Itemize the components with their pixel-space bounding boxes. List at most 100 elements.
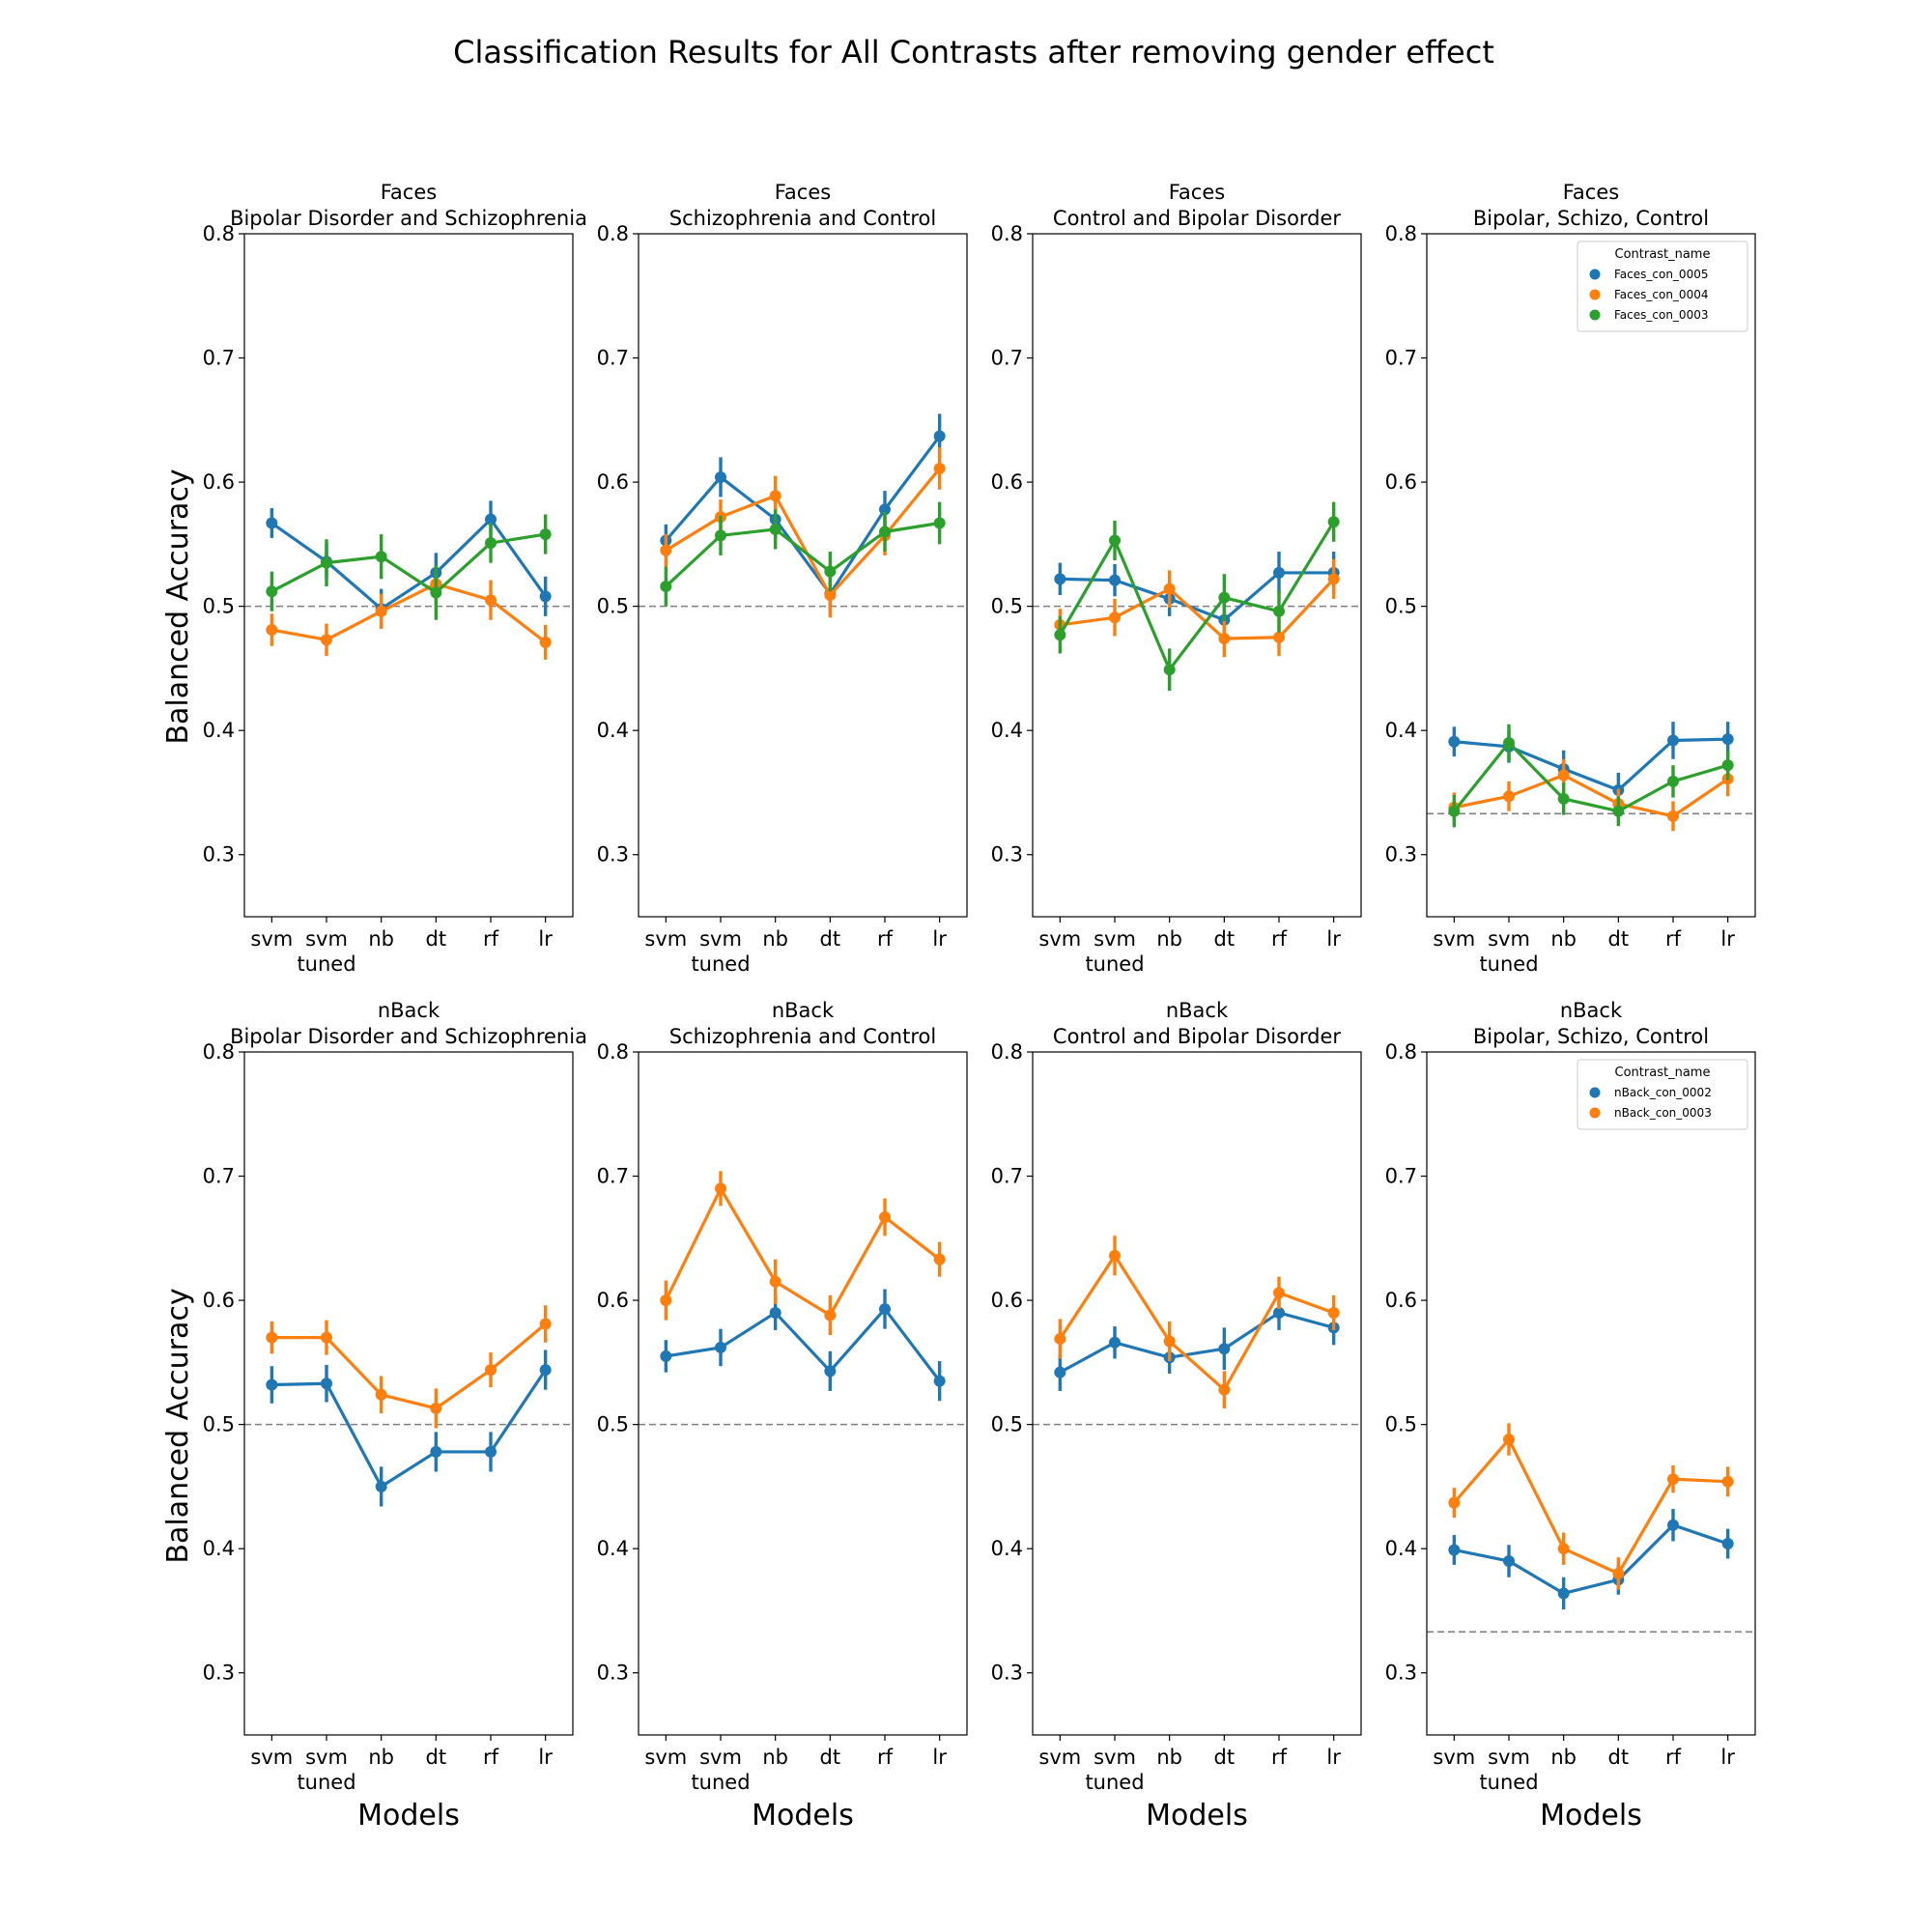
series-line (271, 1369, 547, 1489)
data-point (1503, 790, 1515, 803)
panel-title-line2: Bipolar Disorder and Schizophrenia (230, 1025, 587, 1048)
y-tick-label: 0.7 (597, 347, 629, 370)
y-tick-label: 0.8 (1385, 222, 1417, 245)
x-tick-label: nb (368, 1746, 394, 1769)
series-line (1059, 1311, 1335, 1375)
data-point (1218, 1343, 1231, 1355)
series-line (664, 1186, 941, 1318)
data-point (1218, 1383, 1231, 1396)
data-point (539, 528, 552, 541)
series-line (1453, 1437, 1728, 1576)
legend-title: Contrast_name (1615, 247, 1711, 262)
x-tick-label: dt (1608, 927, 1630, 951)
x-tick-label: rf (1271, 927, 1288, 951)
data-point (1109, 574, 1121, 586)
x-tick-label-line: nb (762, 1746, 788, 1769)
data-point (1273, 605, 1285, 617)
x-tick-label-line: svm (1488, 927, 1530, 951)
series-Faces_con_0004 (1054, 558, 1340, 658)
series-line (1058, 1254, 1335, 1392)
x-tick-label-line: dt (426, 1746, 447, 1769)
y-tick-label: 0.7 (597, 1165, 629, 1188)
panel-title-line2: Control and Bipolar Disorder (1053, 1025, 1342, 1048)
data-point (1503, 1434, 1515, 1446)
x-tick-label: svm tuned (691, 1746, 750, 1794)
x-tick-label: rf (877, 927, 894, 951)
data-point (1667, 734, 1679, 747)
data-point (1448, 1496, 1461, 1509)
data-point (1557, 792, 1570, 805)
data-point (769, 490, 781, 502)
legend-entry: Faces_con_0005 (1614, 268, 1708, 281)
data-point (1448, 805, 1461, 817)
y-tick-label: 0.7 (991, 1165, 1023, 1188)
x-tick-label-line: nb (1156, 1746, 1182, 1769)
x-tick-label-line: rf (483, 927, 499, 951)
y-tick-label: 0.4 (203, 1537, 235, 1560)
x-tick-label-line: lr (932, 1746, 947, 1769)
data-point (1054, 629, 1066, 641)
x-tick-label-line: svm (250, 927, 293, 951)
series-line (1453, 741, 1729, 813)
data-point (660, 1294, 672, 1307)
data-point (1667, 1519, 1679, 1531)
y-tick-label: 0.6 (597, 470, 629, 494)
data-point (375, 551, 387, 563)
x-tick-label-line: svm (1094, 1746, 1136, 1769)
x-tick-label-line: rf (1271, 1746, 1288, 1769)
panel-title-line1: Faces (1563, 181, 1619, 204)
data-point (1721, 733, 1734, 746)
series-line (1454, 737, 1728, 792)
data-point (1557, 769, 1570, 781)
x-tick-label-line: tuned (691, 1771, 750, 1794)
x-tick-label: lr (1326, 1746, 1341, 1769)
y-tick-label: 0.4 (203, 719, 235, 742)
series-line (1060, 571, 1334, 622)
x-tick-label: rf (877, 1746, 894, 1769)
series-line (1060, 578, 1335, 640)
x-tick-label: nb (368, 927, 394, 951)
y-tick-label: 0.6 (1385, 470, 1417, 494)
x-tick-label: svm (1433, 927, 1475, 951)
x-tick-label: svm (1038, 927, 1081, 951)
panel-2: Faces Schizophrenia and Control 0.3 0.4 0.5 0… (597, 181, 968, 976)
panel-title-line1: Faces (1169, 181, 1225, 204)
y-tick-label: 0.3 (203, 1662, 235, 1685)
x-tick-label-line: svm (644, 927, 687, 951)
data-point (769, 1306, 781, 1319)
x-axis-label-1: Models (357, 1799, 460, 1833)
series-Faces_con_0005 (266, 500, 552, 629)
x-tick-label: svm tuned (297, 1746, 355, 1794)
data-point (1612, 1567, 1625, 1579)
panel-3: Faces Control and Bipolar Disorder 0.3 0.4 0… (991, 181, 1362, 976)
x-tick-label-line: tuned (297, 1771, 355, 1794)
panel-title-line1: nBack (772, 999, 835, 1022)
x-tick-label: svm tuned (1479, 927, 1538, 976)
x-tick-label-line: svm (1488, 1746, 1530, 1769)
axes-frame (243, 233, 574, 918)
x-tick-label: dt (1214, 927, 1236, 951)
series-Faces_con_0004 (660, 447, 946, 618)
series-nBack_con_0002 (660, 1289, 946, 1402)
data-point (769, 1275, 781, 1288)
x-tick-label: svm (644, 1746, 687, 1769)
y-tick-label: 0.7 (203, 1165, 235, 1188)
panel-title-line1: nBack (1560, 999, 1623, 1022)
data-point (1218, 591, 1231, 604)
series-nBack_con_0003 (266, 1305, 552, 1429)
x-tick-label: lr (538, 1746, 553, 1769)
y-tick-label: 0.8 (1385, 1040, 1417, 1064)
data-point (879, 503, 891, 516)
data-point (879, 526, 891, 538)
data-point (824, 1309, 837, 1321)
legend-entry: nBack_con_0003 (1614, 1106, 1712, 1120)
data-point (1667, 1473, 1679, 1486)
x-tick-label-line: tuned (1085, 1771, 1144, 1794)
x-tick-label: dt (820, 1746, 841, 1769)
data-point (485, 513, 497, 526)
x-tick-label-line: svm (1038, 1746, 1081, 1769)
data-point (1273, 566, 1285, 579)
x-axis-label-3: Models (1146, 1799, 1248, 1833)
y-tick-label: 0.3 (203, 843, 235, 867)
